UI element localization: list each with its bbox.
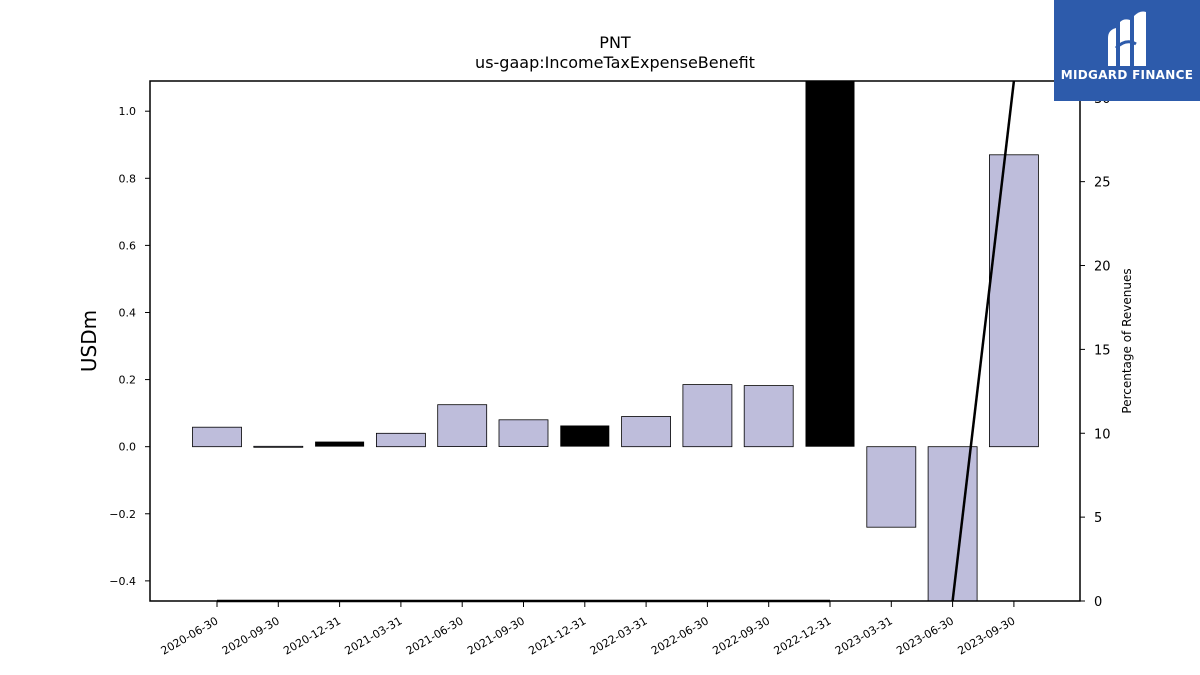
bar-2021-03-31	[375, 432, 426, 448]
y-tick-label: 0.4	[119, 306, 137, 319]
percent-of-revenues-line	[951, 80, 1016, 602]
x-tick-label: 2022-03-31	[588, 614, 650, 657]
bar-group	[192, 81, 1039, 602]
bar-2021-09-30	[498, 419, 549, 447]
y-tick-label: −0.2	[109, 508, 136, 521]
y-tick-label: 0.0	[119, 441, 137, 454]
x-tick-label: 2020-12-31	[281, 614, 343, 657]
y-axis-label: USDm	[77, 310, 101, 372]
y2-tick-label: 0	[1094, 595, 1102, 610]
y2-axis-label: Percentage of Revenues	[1120, 268, 1134, 413]
bar-2022-03-31	[621, 416, 671, 448]
bar-2022-09-30	[743, 385, 794, 448]
x-tick-label: 2021-06-30	[404, 614, 466, 657]
x-tick-label: 2022-06-30	[649, 614, 711, 657]
bar-2022-06-30	[682, 384, 733, 448]
x-tick-label: 2020-06-30	[159, 614, 221, 657]
x-tick-label: 2021-09-30	[465, 614, 527, 657]
logo-text: MIDGARD FINANCE	[1060, 68, 1194, 82]
bar-2022-12-31	[805, 81, 855, 447]
x-axis: 2020-06-30 2020-09-30 2020-12-31 2021-03-31…	[159, 601, 1018, 658]
bar-2023-09-30	[989, 154, 1039, 448]
y-tick-label: 1.0	[119, 105, 137, 118]
x-tick-label: 2021-12-31	[526, 614, 588, 657]
midgard-logo-icon	[1108, 11, 1146, 66]
x-tick-label: 2022-12-31	[772, 614, 834, 657]
y-tick-label: −0.4	[109, 575, 136, 588]
bar-2020-12-31	[315, 441, 365, 447]
bar-2023-06-30	[927, 446, 978, 602]
plot-frame	[149, 80, 1081, 602]
y2-tick-label: 5	[1094, 511, 1102, 526]
y-axis: −0.4 −0.2 0.0 0.2 0.4 0.6 0.8 1.0	[109, 105, 150, 588]
y2-tick-label: 25	[1094, 176, 1111, 191]
midgard-finance-logo: MIDGARD FINANCE	[1054, 0, 1200, 101]
bar-2023-03-31	[866, 446, 917, 528]
x-tick-label: 2022-09-30	[710, 614, 772, 657]
chart-title: PNT	[599, 33, 631, 52]
y2-tick-label: 20	[1094, 260, 1111, 275]
bar-2020-06-30	[192, 426, 242, 448]
x-tick-label: 2023-09-30	[956, 614, 1018, 657]
y-tick-label: 0.6	[119, 239, 137, 252]
y2-tick-label: 15	[1094, 343, 1111, 358]
bar-2021-12-31	[560, 425, 610, 447]
y-tick-label: 0.8	[119, 172, 137, 185]
x-tick-label: 2023-03-31	[833, 614, 895, 657]
x-tick-label: 2020-09-30	[220, 614, 282, 657]
y2-tick-label: 10	[1094, 427, 1111, 442]
x-tick-label: 2021-03-31	[343, 614, 405, 657]
y-tick-label: 0.2	[119, 374, 137, 387]
y2-axis: 051015202530	[1080, 92, 1111, 610]
chart-subtitle: us-gaap:IncomeTaxExpenseBenefit	[475, 53, 755, 72]
bar-2021-06-30	[437, 404, 488, 448]
x-tick-label: 2023-06-30	[894, 614, 956, 657]
bar-2020-09-30	[253, 445, 304, 448]
